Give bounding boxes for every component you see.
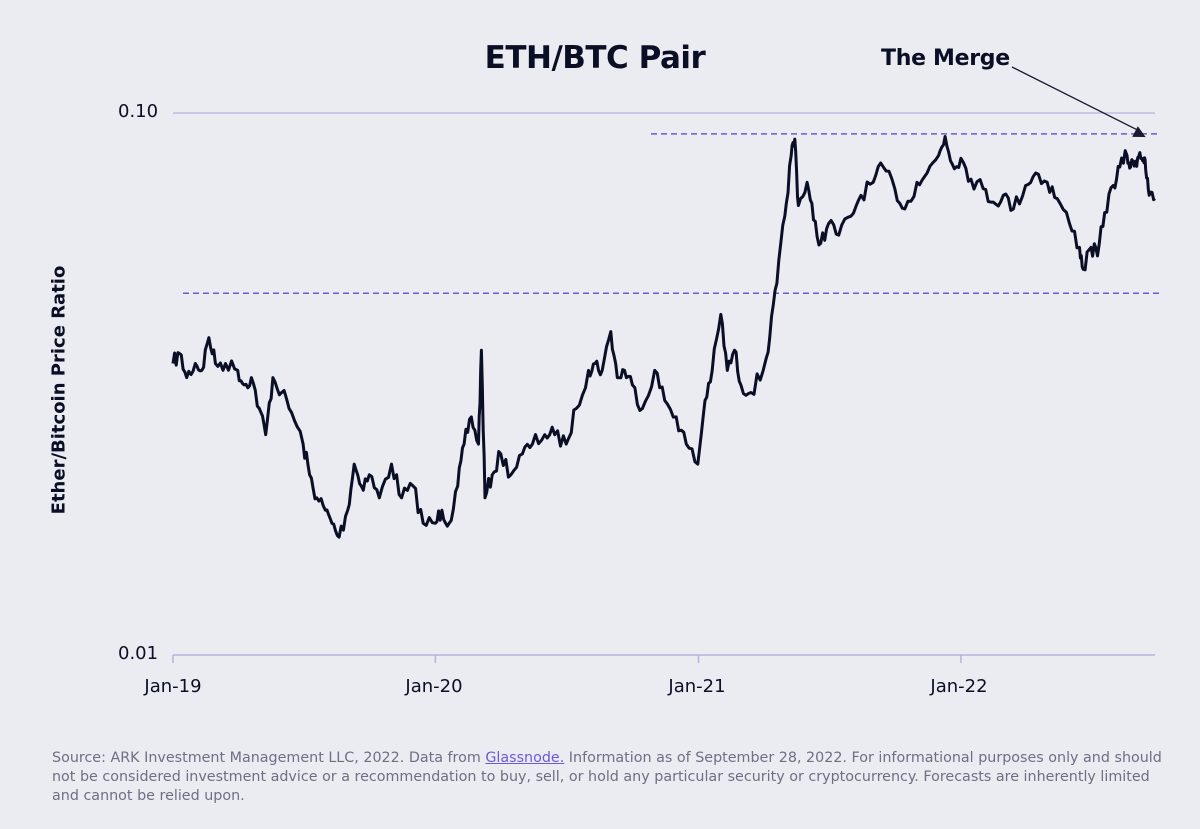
series-line-eth-btc — [171, 135, 1156, 539]
annotation-arrow-head — [1132, 126, 1146, 138]
source-footnote: Source: ARK Investment Management LLC, 2… — [52, 749, 1162, 806]
footnote-text-start: Source: ARK Investment Management LLC, 2… — [52, 750, 486, 766]
x-tick-label-jan-22: Jan-22 — [930, 676, 988, 697]
x-tick-label-jan-19: Jan-19 — [144, 676, 202, 697]
chart-title: ETH/BTC Pair — [484, 40, 706, 76]
x-tick-label-jan-21: Jan-21 — [668, 676, 726, 697]
y-tick-label-0.10: 0.10 — [118, 101, 159, 122]
glassnode-link[interactable]: Glassnode. — [485, 750, 565, 766]
x-tick-label-jan-20: Jan-20 — [405, 676, 463, 697]
y-axis-label: Ether/Bitcoin Price Ratio — [48, 265, 70, 515]
annotation-arrow-line — [1011, 66, 1140, 132]
y-tick-label-0.01: 0.01 — [118, 643, 159, 664]
annotation-the-merge: The Merge — [881, 46, 1010, 71]
footnote-text-end: Information as of September 28, 2022. Fo… — [52, 750, 1162, 804]
